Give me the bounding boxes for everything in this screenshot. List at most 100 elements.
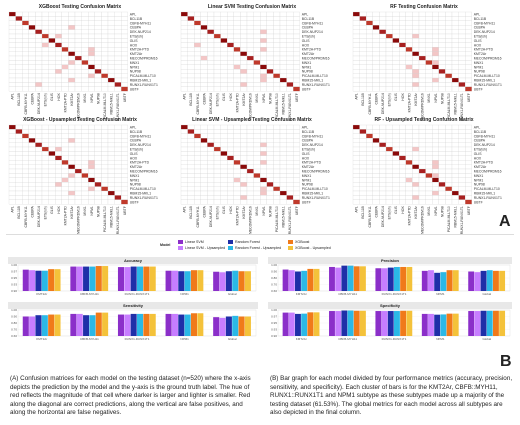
matrix-cell xyxy=(432,42,439,48)
matrix-cell xyxy=(114,42,122,48)
matrix-cell xyxy=(366,124,373,130)
matrix-cell xyxy=(68,82,76,87)
matrix-cell xyxy=(121,177,128,183)
bar xyxy=(184,314,191,336)
matrix-cell xyxy=(227,64,234,70)
matrix-cell xyxy=(445,138,453,143)
bar xyxy=(48,314,55,336)
matrix-cell xyxy=(180,173,188,178)
matrix-cell xyxy=(61,29,69,35)
matrix-cell xyxy=(233,133,241,139)
matrix-cell xyxy=(418,199,426,205)
bar xyxy=(244,316,251,336)
matrix-cell xyxy=(200,182,208,187)
bar xyxy=(440,272,447,291)
matrix-cell xyxy=(253,38,261,43)
matrix-cell xyxy=(207,51,215,57)
panel-label-a: A xyxy=(499,213,511,230)
matrix-cell xyxy=(107,133,115,139)
matrix-cell xyxy=(445,195,453,200)
matrix-cell xyxy=(412,133,420,139)
bar xyxy=(29,316,36,336)
matrix-cell xyxy=(15,38,23,43)
matrix-cell xyxy=(187,55,195,61)
matrix-x-label: PICALM-MLLT10 xyxy=(447,206,451,232)
matrix-cell xyxy=(438,195,446,200)
matrix-cell xyxy=(81,160,89,165)
matrix-cell xyxy=(392,86,400,92)
matrix-cell xyxy=(227,25,234,30)
bar xyxy=(117,314,125,336)
matrix-cell xyxy=(366,173,373,178)
matrix-grid: APLAPLBCL11BBCL11BCBFB-MYH11CBFB-MYH11CE… xyxy=(8,11,158,121)
legend-swatch xyxy=(288,246,293,250)
matrix-cell xyxy=(253,160,261,165)
matrix-cell xyxy=(246,33,254,39)
matrix-cell xyxy=(55,146,62,152)
matrix-cell xyxy=(22,138,29,143)
matrix-cell xyxy=(200,129,208,134)
matrix-cell xyxy=(286,11,294,17)
matrix-cell xyxy=(240,133,248,139)
matrix-cell xyxy=(412,129,420,134)
matrix-cell xyxy=(15,133,23,139)
matrix-cell-diagonal xyxy=(286,82,294,87)
matrix-cell xyxy=(81,51,89,57)
matrix-cell xyxy=(233,16,241,21)
matrix-cell xyxy=(207,168,215,174)
matrix-x-label: KMT2Ar xyxy=(414,92,418,105)
matrix-cell xyxy=(359,42,367,48)
matrix-cell xyxy=(379,20,387,26)
matrix-cell xyxy=(266,199,274,205)
matrix-cell xyxy=(458,199,466,205)
matrix-y-label: ETS(ish) xyxy=(302,35,315,39)
matrix-cell-diagonal xyxy=(28,25,36,30)
bar xyxy=(387,311,394,336)
matrix-cell-diagonal xyxy=(22,133,29,139)
matrix-cell xyxy=(240,55,248,61)
matrix-cell xyxy=(418,142,426,148)
matrix-cell xyxy=(246,195,254,200)
matrix-cell xyxy=(213,182,221,187)
matrix-cell xyxy=(22,60,29,65)
x-tick-label: KMT2Ar xyxy=(296,337,307,341)
bar xyxy=(381,311,388,336)
matrix-cell xyxy=(385,164,393,170)
matrix-cell xyxy=(293,38,300,43)
matrix-cell xyxy=(432,142,439,148)
matrix-cell xyxy=(180,33,188,39)
matrix-cell xyxy=(200,60,208,65)
matrix-cell xyxy=(392,20,400,26)
matrix-cell xyxy=(35,86,43,92)
matrix-cell xyxy=(399,25,406,30)
legend-item: Linear SVM - Upsampled xyxy=(178,246,225,250)
matrix-cell xyxy=(187,69,195,74)
matrix-cell xyxy=(451,173,459,178)
matrix-cell xyxy=(61,42,69,48)
matrix-y-label: CBFB-MYH11 xyxy=(130,21,151,25)
matrix-cell xyxy=(286,42,294,48)
legend-label: Linear SVM xyxy=(185,240,204,244)
matrix-cell xyxy=(35,60,43,65)
matrix-cell xyxy=(61,164,69,170)
matrix-cell xyxy=(438,33,446,39)
matrix-cell xyxy=(41,55,49,61)
matrix-cell xyxy=(8,173,16,178)
matrix-grid: APLAPLBCL11BBCL11BCBFB-MYH11CBFB-MYH11CE… xyxy=(8,124,158,234)
matrix-cell xyxy=(81,155,89,161)
matrix-y-label: NUP98 xyxy=(302,183,313,187)
matrix-cell xyxy=(438,138,446,143)
matrix-cell xyxy=(405,195,413,200)
matrix-cell xyxy=(187,29,195,35)
matrix-cell xyxy=(366,25,373,30)
matrix-cell xyxy=(107,42,115,48)
matrix-title: RF - Upsampled Testing Confusion Matrix xyxy=(374,117,474,123)
matrix-cell xyxy=(220,186,228,192)
matrix-cell xyxy=(107,11,115,17)
matrix-cell-diagonal xyxy=(465,199,472,205)
matrix-x-label: PICALM-MLLT10 xyxy=(275,206,279,232)
matrix-cell-diagonal xyxy=(8,124,16,130)
matrix-cell xyxy=(451,29,459,35)
bar xyxy=(301,313,308,336)
matrix-cell xyxy=(425,69,433,74)
